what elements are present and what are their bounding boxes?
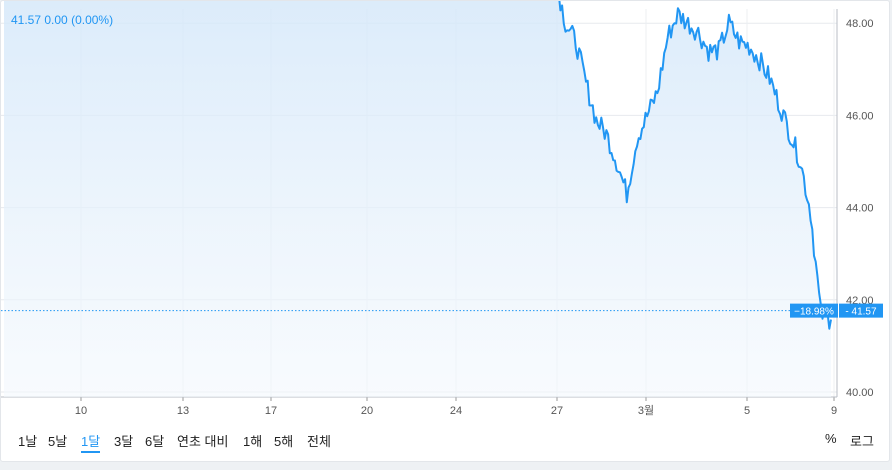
x-tick-label: 24	[450, 405, 462, 417]
change-percent: (0.00%)	[71, 13, 114, 27]
pct-tag-bg	[790, 303, 838, 318]
y-tick-label: 46.00	[846, 110, 874, 122]
range-button-4[interactable]: 6달	[145, 434, 165, 449]
range-button-7[interactable]: 5해	[274, 434, 294, 449]
range-button-5[interactable]: 연초 대비	[177, 434, 229, 449]
range-button-0[interactable]: 1날	[18, 434, 38, 449]
change-value: 0.00	[44, 13, 68, 27]
x-tick-label: 20	[361, 405, 373, 417]
range-button-6[interactable]: 1해	[243, 434, 263, 449]
x-tick-label: 5	[744, 405, 750, 417]
y-tick-label: 40.00	[846, 387, 874, 399]
x-tick-label: 3월	[638, 404, 654, 417]
range-button-2[interactable]: 1달	[81, 431, 101, 453]
percent-toggle[interactable]: %	[825, 431, 837, 446]
x-tick-label: 10	[75, 405, 87, 417]
x-tick-label: 9	[831, 405, 837, 417]
log-toggle[interactable]: 로그	[850, 434, 874, 449]
legend-value: 41.57 0.00 (0.00%)	[11, 13, 113, 27]
price-tag: - 41.57	[845, 307, 877, 318]
series-line	[558, 1, 832, 330]
range-button-8[interactable]: 전체	[307, 434, 331, 449]
price-chart[interactable]: 40.0042.0044.0046.0048.0050.0052.0054.00…	[1, 1, 891, 425]
range-bar: 1날 5날 1달 3달 6달 연초 대비 1해 5해 전체% 로그	[1, 425, 891, 455]
range-button-1[interactable]: 5날	[48, 434, 68, 449]
series-area	[4, 1, 831, 397]
price-tag-bg	[839, 303, 883, 318]
pct-tag: −18.98%	[794, 307, 834, 318]
x-tick-label: 13	[177, 405, 189, 417]
x-tick-label: 27	[551, 405, 563, 417]
range-button-3[interactable]: 3달	[114, 434, 134, 449]
y-tick-label: 48.00	[846, 18, 874, 30]
y-tick-label: 44.00	[846, 203, 874, 215]
x-tick-label: 17	[265, 405, 277, 417]
last-price: 41.57	[11, 13, 42, 27]
